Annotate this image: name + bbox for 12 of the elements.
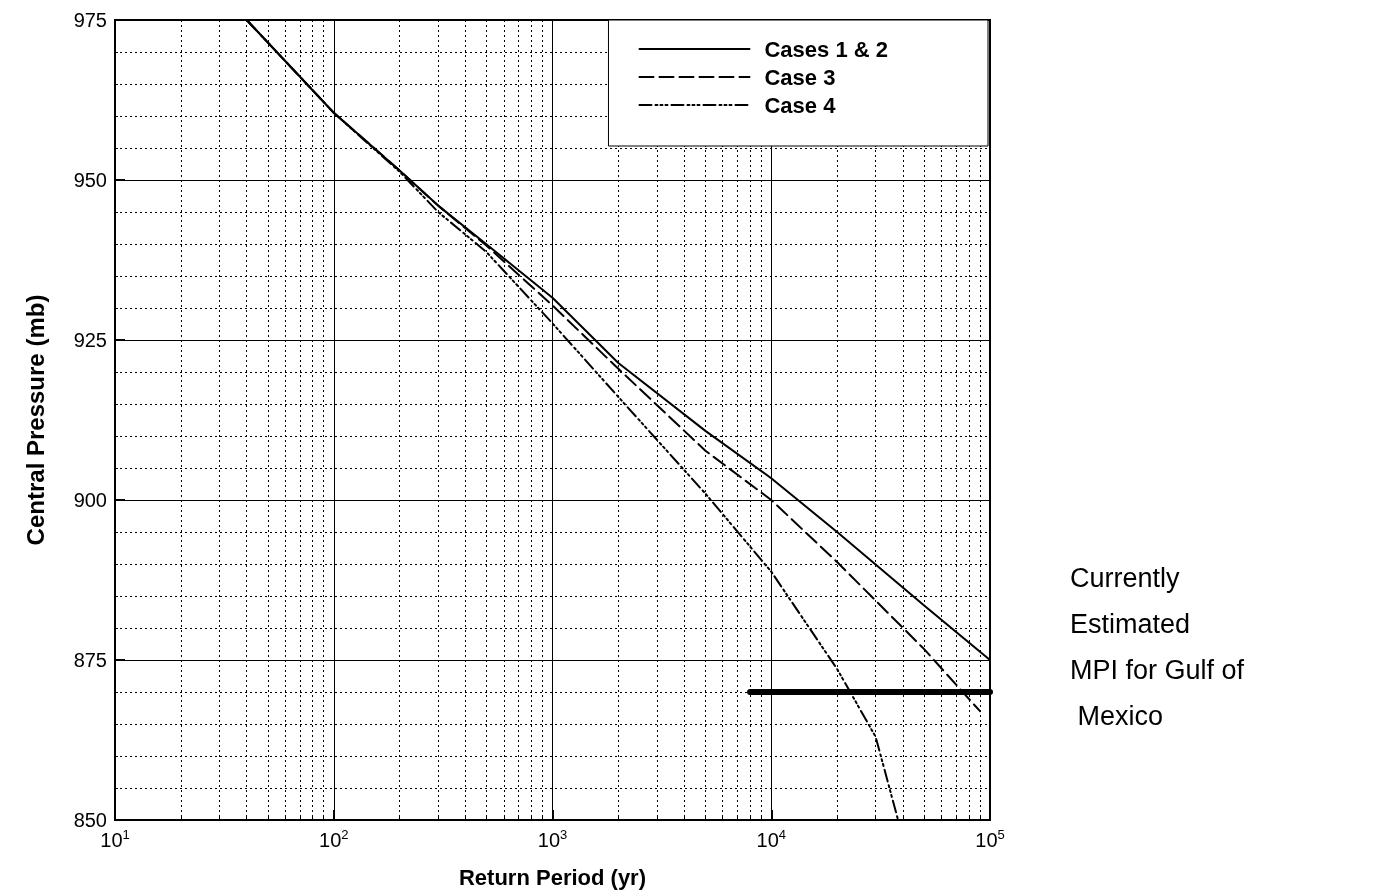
legend-label: Cases 1 & 2 bbox=[764, 36, 889, 62]
y-tick-label: 875 bbox=[73, 649, 107, 671]
y-tick-label: 950 bbox=[73, 169, 107, 191]
text: Currently Estimated MPI for Gulf of Mexico bbox=[1070, 563, 1245, 731]
x-axis-title: Return Period (yr) bbox=[458, 864, 647, 890]
y-tick-label: 925 bbox=[73, 329, 107, 351]
legend-label: Case 4 bbox=[764, 92, 837, 118]
y-tick-label: 850 bbox=[73, 809, 107, 831]
legend-label: Case 3 bbox=[764, 64, 836, 90]
y-axis-title: Central Pressure (mb) bbox=[21, 294, 49, 546]
y-tick-label: 900 bbox=[73, 489, 107, 511]
y-tick-label: 975 bbox=[73, 9, 107, 31]
